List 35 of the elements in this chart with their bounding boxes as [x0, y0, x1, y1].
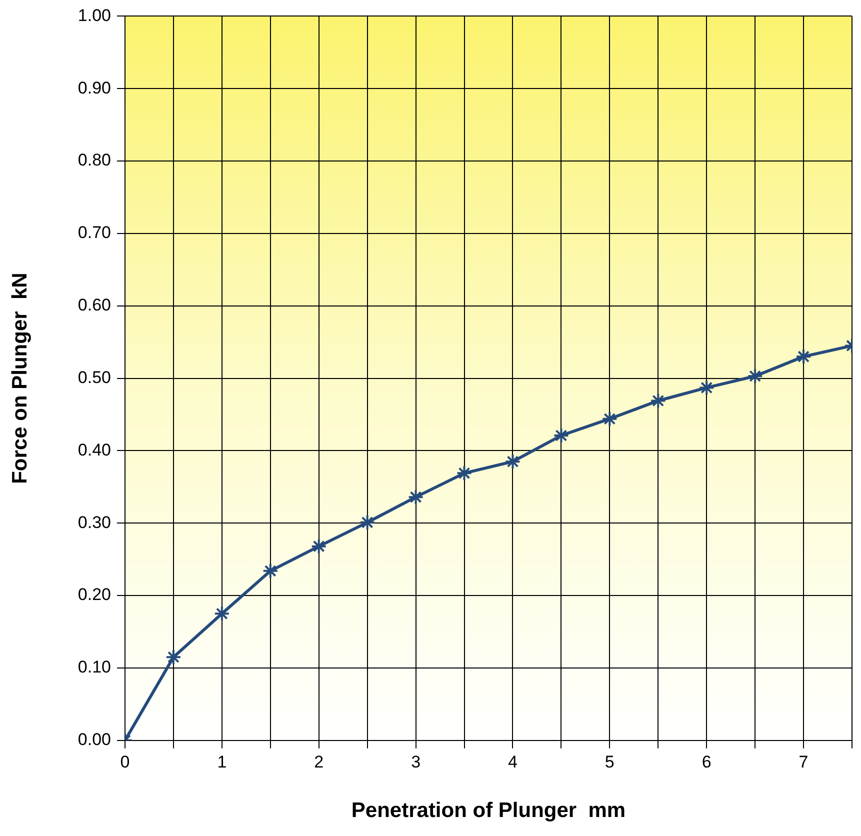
x-tick-label: 0	[120, 752, 130, 772]
point	[408, 489, 424, 506]
point	[698, 380, 715, 396]
x-axis-title: Penetration of Plunger mm	[351, 799, 626, 822]
y-tick-label: 0.20	[78, 585, 111, 604]
point	[504, 454, 521, 470]
point	[359, 514, 376, 530]
y-tick-label: 0.70	[78, 223, 111, 242]
point	[602, 410, 618, 427]
point	[553, 428, 570, 444]
point	[310, 538, 327, 554]
point	[796, 348, 812, 365]
x-tick-label: 6	[702, 752, 712, 772]
y-axis-title: Force on Plunger kN	[8, 272, 32, 484]
y-tick-label: 0.80	[78, 150, 111, 170]
x-tick-label: 2	[314, 752, 324, 772]
point	[650, 392, 666, 409]
y-tick-label: 0.90	[78, 78, 111, 98]
point	[747, 368, 764, 384]
y-tick-label: 1.00	[78, 6, 111, 25]
y-tick-label: 0.00	[78, 730, 111, 750]
x-tick-label: 7	[798, 752, 808, 772]
point	[262, 562, 278, 579]
x-tick-label: 1	[217, 752, 227, 772]
x-tick-label: 4	[508, 752, 518, 772]
x-tick-label: 5	[604, 752, 614, 772]
point	[214, 606, 230, 622]
y-tick-label: 0.50	[78, 368, 111, 387]
point	[456, 465, 472, 482]
y-tick-label: 0.10	[78, 658, 111, 677]
y-tick-label: 0.60	[78, 296, 111, 315]
y-tick-label: 0.40	[78, 440, 111, 460]
x-tick-label: 3	[411, 752, 421, 772]
point	[165, 649, 182, 666]
y-tick-label: 0.30	[78, 512, 111, 532]
